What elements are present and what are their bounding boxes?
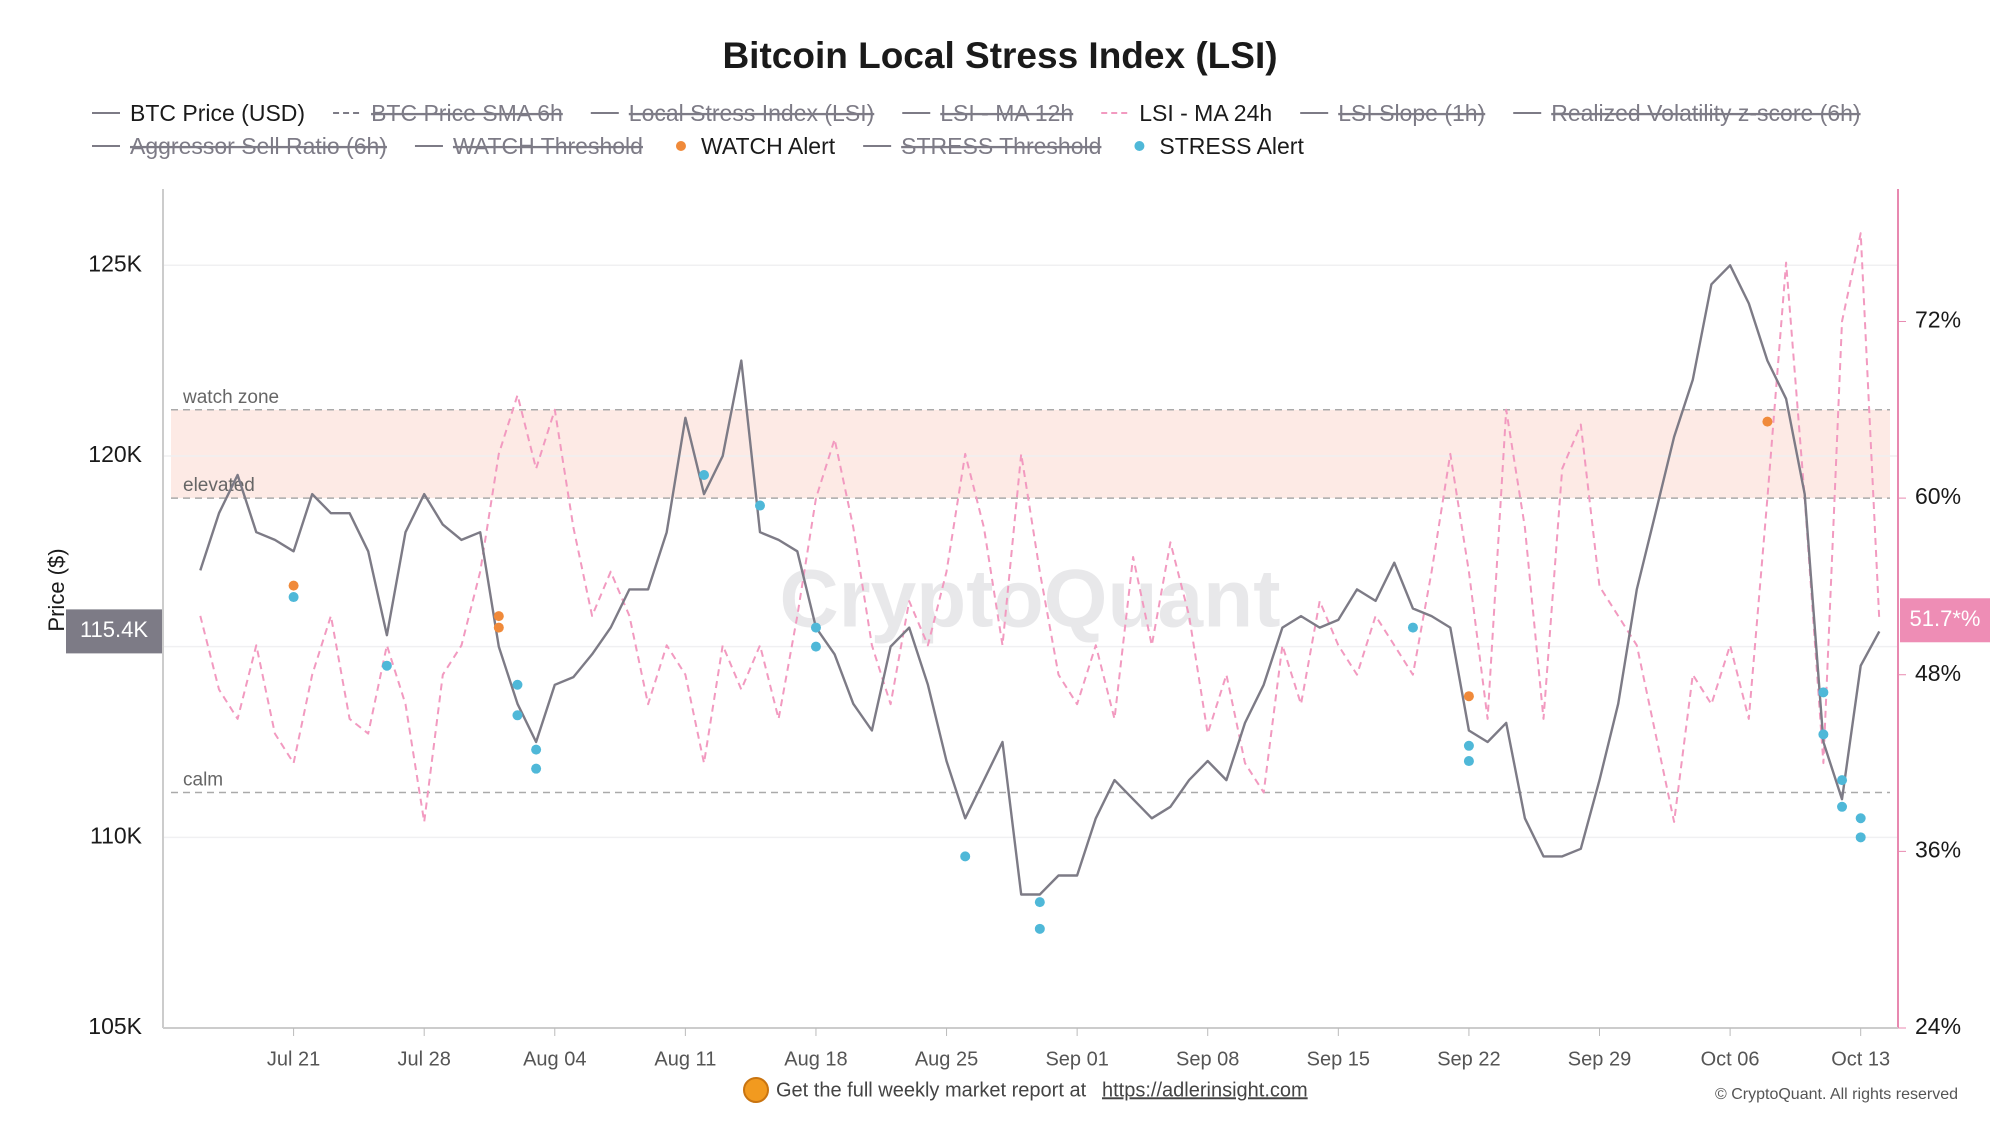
legend-label: STRESS Threshold: [901, 133, 1101, 159]
legend-label: LSI - MA 24h: [1139, 100, 1272, 126]
legend-item[interactable]: BTC Price (USD): [92, 100, 305, 126]
alert-point: [493, 622, 504, 633]
y-tick-label: 125K: [88, 250, 142, 276]
x-tick-label: Oct 06: [1701, 1048, 1760, 1070]
alert-point: [531, 763, 542, 774]
alert-point: [960, 851, 971, 862]
alert-point: [1762, 416, 1773, 427]
legend-label: Aggressor Sell Ratio (6h): [130, 133, 387, 159]
legend-item[interactable]: STRESS Alert: [1134, 133, 1304, 159]
alert-point: [381, 660, 392, 671]
chart-title: Bitcoin Local Stress Index (LSI): [722, 35, 1277, 76]
current-price-badge: [66, 609, 162, 654]
current-price-label: 115.4K: [80, 617, 148, 642]
y-tick-label: 105K: [88, 1013, 142, 1039]
legend-item[interactable]: Local Stress Index (LSI): [590, 100, 874, 126]
alert-point: [1463, 756, 1474, 767]
current-lsi-label: 51.7*%: [1910, 606, 1981, 631]
alert-point: [1034, 897, 1045, 908]
y-axis-label: Price ($): [44, 548, 69, 631]
alert-point: [1407, 622, 1418, 633]
legend-label: BTC Price (USD): [130, 100, 305, 126]
alert-point: [288, 580, 299, 591]
alert-point: [531, 744, 542, 755]
current-lsi-badge: [1900, 598, 1990, 643]
y-tick-label: 120K: [88, 441, 142, 467]
legend-item[interactable]: WATCH Alert: [675, 133, 836, 159]
x-tick-label: Jul 21: [267, 1048, 320, 1070]
footer-link[interactable]: https://adlerinsight.com: [1102, 1079, 1308, 1101]
x-tick-label: Sep 15: [1307, 1048, 1370, 1070]
legend-item[interactable]: WATCH Threshold: [414, 133, 643, 159]
alert-point: [1855, 813, 1866, 824]
legend-label: Local Stress Index (LSI): [629, 100, 874, 126]
series-line: [199, 264, 1881, 896]
alert-point: [1034, 923, 1045, 934]
x-tick-label: Sep 22: [1437, 1048, 1500, 1070]
footer-icon: [743, 1077, 769, 1103]
legend-item[interactable]: Aggressor Sell Ratio (6h): [92, 133, 387, 159]
legend-item[interactable]: Realized Volatility z-score (6h): [1513, 100, 1861, 126]
legend-item[interactable]: LSI Slope (1h): [1300, 100, 1485, 126]
watch-zone-band: [171, 409, 1890, 499]
legend-label: LSI Slope (1h): [1338, 100, 1485, 126]
legend-item[interactable]: LSI - MA 24h: [1101, 100, 1272, 126]
y-tick-label: 110K: [90, 822, 143, 848]
y2-tick-label: 24%: [1915, 1013, 1961, 1039]
legend-item[interactable]: STRESS Threshold: [863, 133, 1101, 159]
copyright: © CryptoQuant. All rights reserved: [1715, 1086, 1958, 1103]
x-tick-label: Aug 11: [654, 1048, 716, 1070]
alert-point: [1818, 729, 1829, 740]
alert-point: [699, 470, 710, 481]
zone-label: watch zone: [182, 387, 279, 408]
x-tick-label: Sep 29: [1568, 1048, 1631, 1070]
series-line: [199, 232, 1881, 823]
x-tick-label: Sep 01: [1045, 1048, 1108, 1070]
legend-label: LSI - MA 12h: [940, 100, 1073, 126]
legend-label: STRESS Alert: [1159, 133, 1304, 159]
y2-tick-label: 72%: [1915, 307, 1961, 333]
x-tick-label: Jul 28: [397, 1048, 450, 1070]
legend-marker: [675, 141, 686, 151]
y2-tick-label: 48%: [1915, 660, 1961, 686]
y2-tick-label: 36%: [1915, 836, 1961, 862]
alert-point: [810, 622, 821, 633]
legend-label: BTC Price SMA 6h: [371, 100, 563, 126]
alert-point: [1837, 801, 1848, 812]
x-tick-label: Sep 08: [1176, 1048, 1239, 1070]
legend-marker: [1134, 141, 1145, 151]
alert-point: [1463, 691, 1474, 702]
legend-item[interactable]: BTC Price SMA 6h: [333, 100, 563, 126]
alert-point: [512, 710, 523, 721]
alert-point: [512, 679, 523, 690]
x-tick-label: Aug 04: [523, 1048, 586, 1070]
footer-text: Get the full weekly market report at: [776, 1079, 1087, 1101]
zone-label: elevated: [183, 475, 255, 496]
legend-label: Realized Volatility z-score (6h): [1551, 100, 1860, 126]
legend-item[interactable]: LSI - MA 12h: [902, 100, 1073, 126]
y2-tick-label: 60%: [1915, 483, 1961, 509]
alert-point: [1463, 740, 1474, 751]
watermark: CryptoQuant: [779, 554, 1280, 645]
legend-label: WATCH Alert: [701, 133, 836, 159]
x-tick-label: Oct 13: [1831, 1048, 1890, 1070]
alert-point: [754, 500, 765, 511]
alert-point: [288, 592, 299, 603]
alert-point: [493, 611, 504, 622]
x-tick-label: Aug 18: [784, 1048, 847, 1070]
alert-point: [1837, 775, 1848, 786]
alert-point: [810, 641, 821, 652]
zone-label: calm: [183, 770, 223, 791]
alert-point: [1818, 687, 1829, 698]
x-tick-label: Aug 25: [915, 1048, 978, 1070]
alert-point: [1855, 832, 1866, 843]
legend-label: WATCH Threshold: [453, 133, 643, 159]
